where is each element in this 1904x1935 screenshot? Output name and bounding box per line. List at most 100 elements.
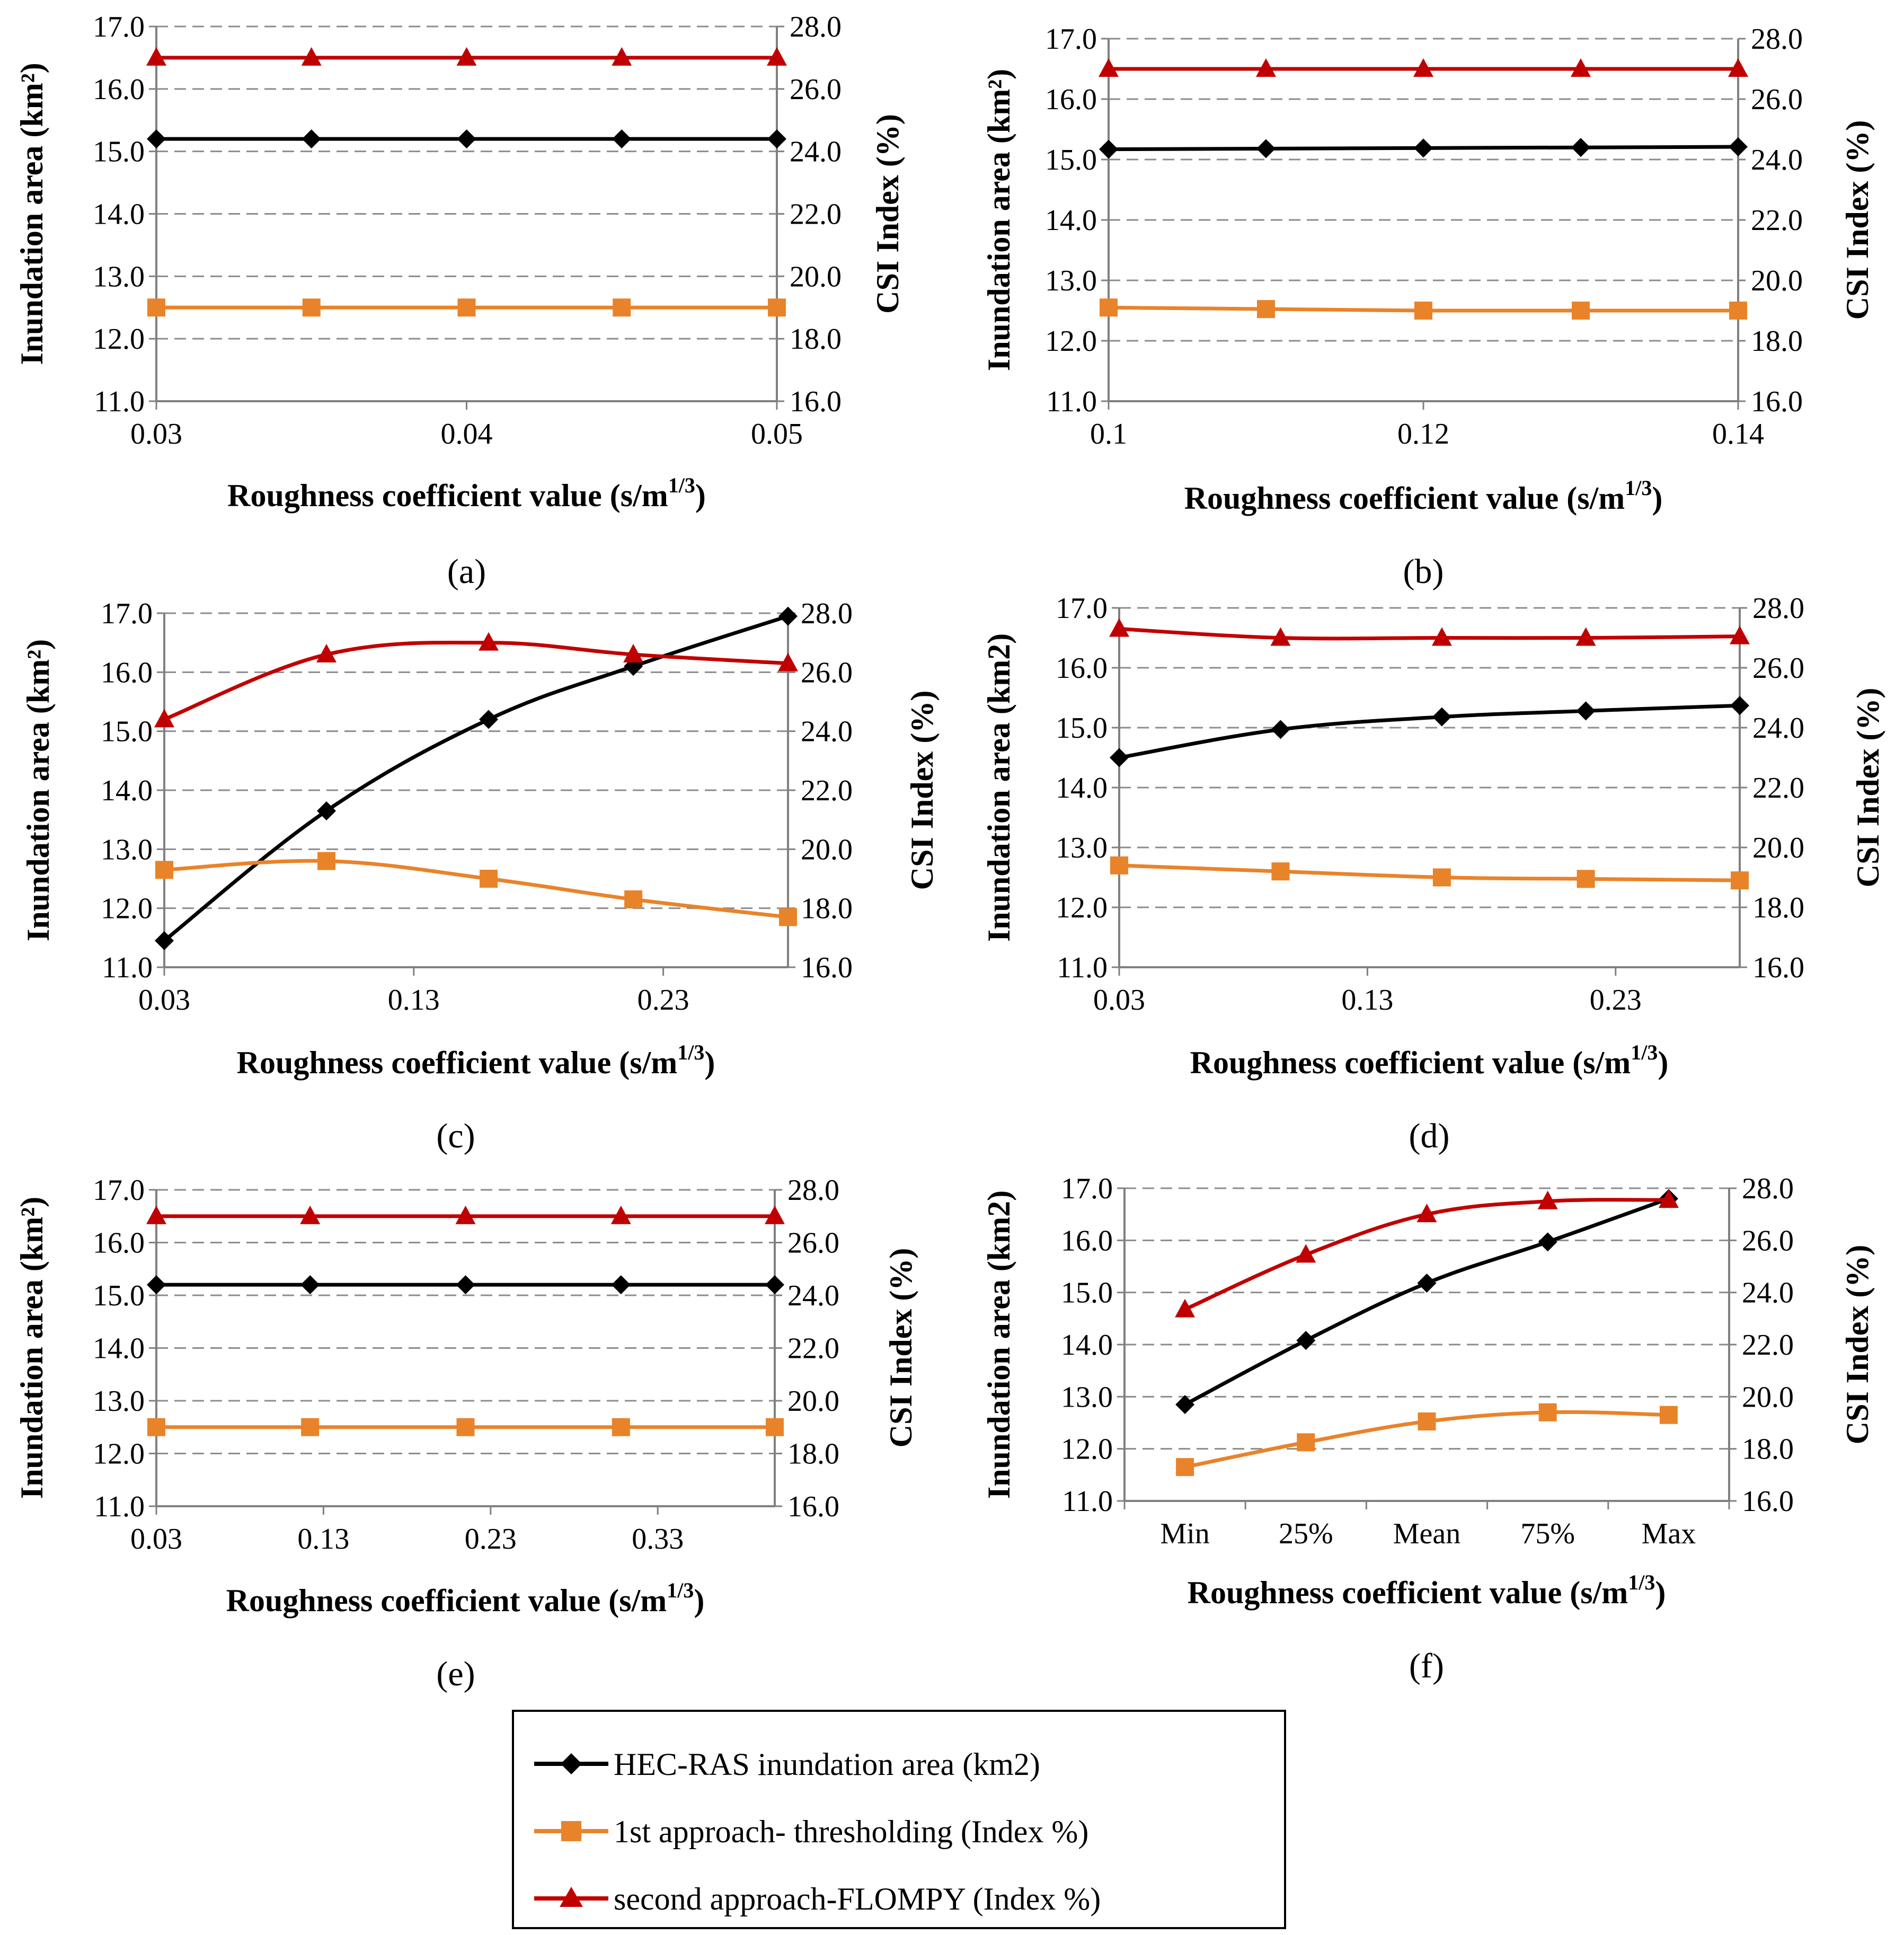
data-point-square <box>457 298 476 317</box>
data-point-triangle <box>1416 1204 1437 1223</box>
y2-tick-label: 20.0 <box>1751 264 1803 297</box>
y-tick-label: 16.0 <box>1045 83 1097 116</box>
x-tick-label: 0.23 <box>465 1523 517 1556</box>
y2-tick-label: 28.0 <box>1742 1172 1794 1205</box>
data-point-diamond <box>457 129 476 149</box>
data-point-triangle <box>301 47 322 66</box>
x-tick-label: Mean <box>1393 1517 1461 1550</box>
y-tick-label: 14.0 <box>93 198 145 231</box>
y2-tick-label: 24.0 <box>801 715 853 748</box>
data-point-triangle <box>455 1205 476 1224</box>
y-tick-label: 15.0 <box>1061 1277 1113 1310</box>
data-point-square <box>1297 1433 1315 1452</box>
data-point-square <box>1538 1403 1557 1421</box>
data-point-triangle <box>612 47 632 66</box>
data-point-diamond <box>1576 701 1596 721</box>
data-point-diamond <box>1296 1331 1316 1350</box>
chart-panel-d: 0.03 0.13 0.23 11.0 12.0 13.0 14.0 15.0 16.0 17.… <box>981 592 1885 1155</box>
data-point-triangle <box>1730 625 1750 644</box>
data-point-triangle <box>623 643 644 662</box>
data-point-diamond <box>611 1275 631 1295</box>
data-point-square <box>612 1418 630 1436</box>
data-point-square <box>1731 871 1749 890</box>
data-point-diamond <box>302 129 321 149</box>
data-point-square <box>1271 862 1290 881</box>
panel-caption: (a) <box>447 552 486 591</box>
y-tick-label: 16.0 <box>101 656 153 689</box>
data-point-square <box>480 870 498 888</box>
y2-tick-label: 24.0 <box>790 136 842 169</box>
data-point-triangle <box>1109 618 1129 637</box>
data-point-triangle <box>154 709 174 728</box>
data-point-diamond <box>765 1275 784 1295</box>
y2-tick-label: 26.0 <box>790 73 842 106</box>
data-point-triangle <box>1571 58 1591 77</box>
y2-tick-label: 26.0 <box>787 1227 839 1260</box>
y2-axis-title: CSI Index (%) <box>883 1248 918 1448</box>
y2-tick-label: 24.0 <box>1752 712 1804 745</box>
x-tick-label: 0.12 <box>1397 418 1449 450</box>
y2-tick-label: 16.0 <box>1752 951 1804 984</box>
y-axis-title: Inundation area (km2) <box>981 1190 1016 1499</box>
y2-tick-label: 24.0 <box>787 1279 839 1312</box>
data-point-square <box>1572 302 1590 320</box>
data-point-triangle <box>765 1205 785 1224</box>
data-point-triangle <box>146 1205 166 1224</box>
y2-tick-label: 22.0 <box>1742 1329 1794 1362</box>
data-point-square <box>456 1418 475 1436</box>
panel-caption: (f) <box>1409 1647 1444 1685</box>
y-tick-label: 12.0 <box>101 893 153 925</box>
data-point-diamond <box>1256 139 1276 158</box>
x-tick-label: 0.03 <box>130 1523 182 1556</box>
data-point-square <box>317 852 336 870</box>
y2-tick-label: 26.0 <box>1751 83 1803 116</box>
x-tick-label: 0.03 <box>1093 984 1145 1017</box>
y2-tick-label: 22.0 <box>801 774 853 807</box>
y-tick-label: 11.0 <box>1057 951 1108 984</box>
data-point-triangle <box>1537 1190 1558 1209</box>
y2-tick-label: 26.0 <box>1742 1224 1794 1257</box>
legend-item-hec-ras: HEC-RAS inundation area (km2) <box>534 1747 1040 1782</box>
data-point-triangle <box>1431 627 1452 646</box>
data-point-triangle <box>1575 627 1596 646</box>
panel-caption: (c) <box>436 1117 475 1155</box>
data-point-triangle <box>610 1205 631 1224</box>
y-tick-label: 16.0 <box>1061 1224 1113 1257</box>
data-point-square <box>1432 868 1451 887</box>
data-point-diamond <box>300 1275 320 1295</box>
y-tick-label: 17.0 <box>101 597 153 630</box>
data-point-square <box>1418 1412 1436 1431</box>
y2-tick-label: 18.0 <box>801 893 853 925</box>
data-point-triangle <box>316 643 337 662</box>
data-point-diamond <box>1175 1395 1195 1415</box>
chart-panel-a: 0.03 0.04 0.05 11.0 12.0 13.0 14.0 15.0 16.0 17.… <box>14 11 905 591</box>
y-tick-label: 12.0 <box>1056 891 1108 924</box>
y2-tick-label: 22.0 <box>790 198 842 231</box>
data-point-triangle <box>1658 1189 1679 1208</box>
data-point-square <box>624 890 643 908</box>
x-axis-title: Roughness coefficient value (s/m1/3) <box>227 473 706 513</box>
y-tick-label: 11.0 <box>94 385 145 418</box>
x-tick-label: 0.14 <box>1712 418 1764 450</box>
x-axis-title: Roughness coefficient value (s/m1/3) <box>1188 1570 1666 1610</box>
legend-marker-first <box>561 1821 581 1841</box>
data-point-square <box>1414 302 1432 320</box>
y-axis-title: Inundation area (km²) <box>14 63 49 365</box>
y-tick-label: 16.0 <box>1056 652 1108 685</box>
y2-axis-title: CSI Index (%) <box>870 114 905 314</box>
data-point-triangle <box>1270 627 1291 646</box>
data-point-square <box>302 298 321 317</box>
x-axis-title: Roughness coefficient value (s/m1/3) <box>1184 476 1663 516</box>
data-point-square <box>1257 300 1275 319</box>
y-tick-label: 12.0 <box>1061 1433 1113 1466</box>
y2-tick-label: 16.0 <box>1742 1485 1794 1518</box>
x-tick-label: 25% <box>1279 1517 1333 1550</box>
data-point-square <box>1659 1406 1678 1424</box>
data-point-square <box>147 298 165 317</box>
y-tick-label: 15.0 <box>101 715 153 748</box>
y2-tick-label: 18.0 <box>1752 891 1804 924</box>
y-tick-label: 13.0 <box>93 260 145 293</box>
x-tick-label: Max <box>1642 1517 1696 1550</box>
y2-tick-label: 16.0 <box>801 951 853 984</box>
y-tick-label: 15.0 <box>93 136 145 169</box>
